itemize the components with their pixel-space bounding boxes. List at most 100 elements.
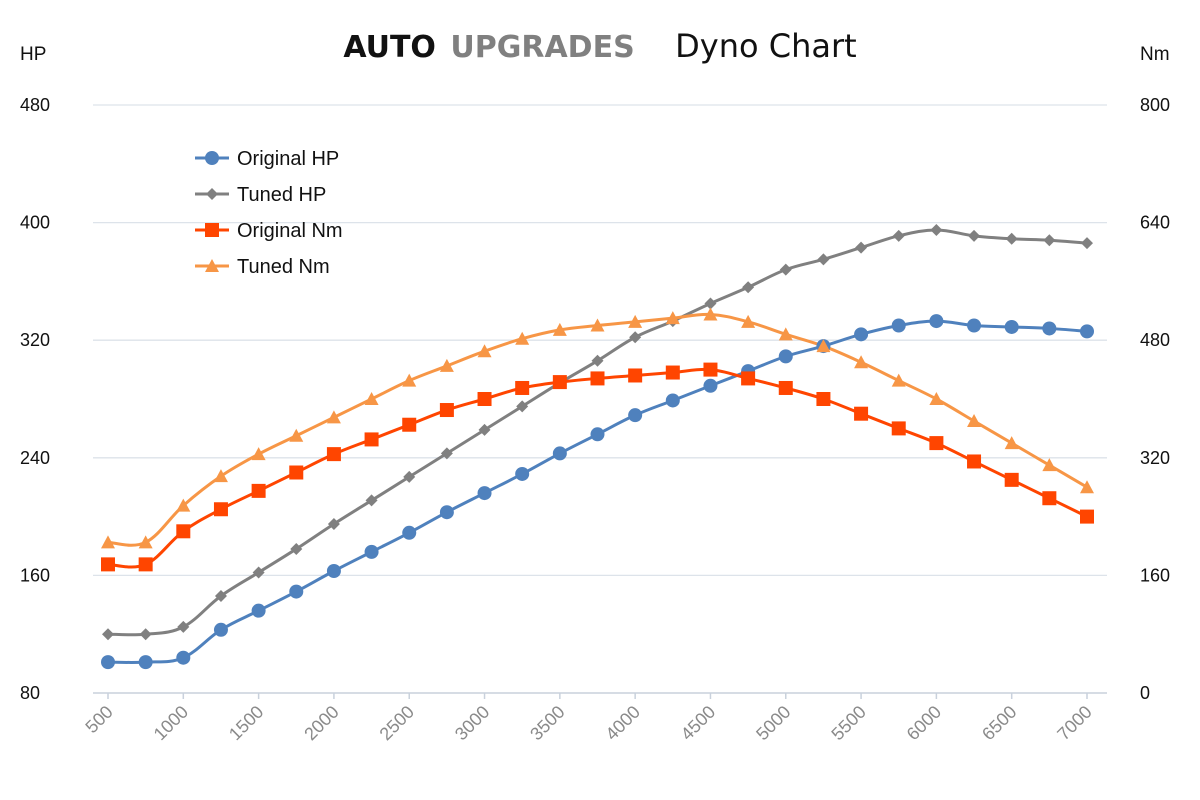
point-original-nm-4000 (628, 368, 643, 383)
point-original-nm-2250 (364, 432, 379, 447)
x-tick-1000: 1000 (150, 702, 192, 744)
point-tuned-hp-4750 (742, 281, 755, 294)
point-original-hp-6250 (967, 318, 982, 333)
point-original-hp-3750 (590, 427, 605, 442)
point-original-nm-5000 (778, 380, 793, 395)
point-tuned-hp-5750 (892, 229, 905, 242)
x-tick-4500: 4500 (677, 702, 719, 744)
point-tuned-nm-1250 (213, 469, 228, 483)
point-original-nm-500 (101, 557, 115, 572)
right-tick-480: 480 (1140, 330, 1170, 350)
point-tuned-hp-2500 (403, 470, 416, 483)
point-tuned-nm-500 (101, 535, 115, 549)
point-tuned-hp-6500 (1005, 232, 1018, 245)
right-axis-unit: Nm (1140, 44, 1170, 65)
point-original-nm-1250 (213, 502, 228, 517)
left-tick-80: 80 (20, 683, 40, 703)
point-original-hp-5000 (778, 349, 793, 364)
point-original-hp-5750 (891, 318, 906, 333)
right-tick-320: 320 (1140, 448, 1170, 468)
point-original-hp-2500 (402, 525, 417, 540)
point-tuned-hp-6750 (1043, 234, 1056, 247)
point-tuned-nm-6750 (1042, 458, 1057, 472)
point-original-nm-4250 (665, 365, 680, 380)
point-original-hp-4500 (703, 378, 718, 393)
point-tuned-nm-3000 (477, 344, 492, 358)
legend-marker-tuned-nm (205, 259, 219, 272)
point-original-hp-5500 (854, 327, 869, 342)
point-original-hp-6750 (1042, 321, 1057, 336)
x-tick-1500: 1500 (225, 702, 267, 744)
point-tuned-hp-6250 (968, 229, 981, 242)
point-tuned-nm-750 (138, 535, 153, 549)
left-tick-320: 320 (20, 330, 50, 350)
point-original-hp-1250 (213, 622, 228, 637)
point-tuned-hp-5000 (779, 263, 792, 276)
point-tuned-nm-3250 (515, 331, 530, 345)
left-tick-160: 160 (20, 565, 50, 585)
point-tuned-nm-6500 (1004, 436, 1019, 450)
point-tuned-nm-3500 (552, 322, 567, 336)
point-original-nm-1000 (176, 524, 191, 539)
point-tuned-nm-7000 (1080, 480, 1094, 494)
point-original-hp-6000 (929, 314, 944, 329)
point-original-nm-3500 (552, 375, 567, 390)
point-tuned-nm-4000 (628, 314, 643, 328)
point-tuned-hp-7000 (1081, 237, 1093, 250)
legend-marker-tuned-hp (206, 188, 218, 200)
series-markers (101, 223, 1094, 670)
x-tick-4000: 4000 (602, 702, 644, 744)
right-tick-0: 0 (1140, 683, 1150, 703)
point-original-hp-750 (138, 655, 153, 670)
point-tuned-nm-1500 (251, 447, 266, 461)
point-tuned-nm-3750 (590, 318, 605, 332)
point-original-nm-1750 (289, 465, 304, 480)
point-tuned-nm-2250 (364, 392, 379, 405)
point-original-nm-4750 (741, 371, 756, 386)
legend-label-original-hp: Original HP (237, 148, 339, 170)
chart-title: AUTO UPGRADES Dyno Chart (343, 27, 856, 65)
left-tick-480: 480 (20, 95, 50, 115)
left-tick-240: 240 (20, 448, 50, 468)
point-tuned-nm-1750 (289, 428, 304, 442)
point-original-hp-3500 (552, 446, 567, 461)
x-tick-7000: 7000 (1053, 702, 1095, 744)
point-original-hp-1750 (289, 584, 304, 599)
point-original-hp-1000 (176, 650, 191, 665)
right-tick-160: 160 (1140, 565, 1170, 585)
point-tuned-hp-4000 (629, 331, 642, 344)
point-original-nm-3000 (477, 392, 492, 406)
legend-label-original-nm: Original Nm (237, 220, 343, 242)
point-tuned-nm-2500 (402, 373, 417, 387)
x-tick-2000: 2000 (300, 702, 342, 744)
left-tick-400: 400 (20, 213, 50, 233)
point-tuned-hp-1750 (290, 542, 303, 555)
x-tick-6000: 6000 (903, 702, 945, 744)
point-original-nm-2750 (439, 403, 454, 418)
legend-marker-original-nm (205, 223, 219, 237)
point-tuned-hp-1250 (214, 589, 227, 602)
point-original-nm-2000 (326, 447, 341, 462)
point-tuned-nm-6250 (967, 414, 982, 428)
point-original-nm-5250 (816, 392, 831, 406)
point-tuned-nm-6000 (929, 392, 944, 405)
point-original-nm-3750 (590, 371, 605, 386)
point-tuned-hp-3250 (516, 400, 529, 413)
point-original-nm-3250 (515, 380, 530, 395)
point-tuned-hp-2750 (440, 447, 453, 460)
point-original-hp-7000 (1080, 324, 1094, 339)
point-original-nm-7000 (1080, 509, 1094, 524)
point-original-hp-2750 (439, 505, 454, 520)
right-tick-640: 640 (1140, 213, 1170, 233)
point-tuned-hp-1500 (252, 566, 265, 579)
point-tuned-hp-4500 (704, 297, 717, 310)
point-tuned-hp-1000 (177, 620, 190, 633)
point-tuned-hp-500 (102, 628, 114, 641)
point-original-nm-6250 (967, 454, 982, 469)
legend-label-tuned-hp: Tuned HP (237, 184, 326, 206)
axes: 80 160 240 320 400 480 0 160 320 480 640 800 500 1000… (20, 95, 1170, 744)
point-tuned-hp-2000 (327, 517, 340, 530)
point-original-nm-6500 (1004, 472, 1019, 487)
point-original-nm-1500 (251, 483, 266, 498)
